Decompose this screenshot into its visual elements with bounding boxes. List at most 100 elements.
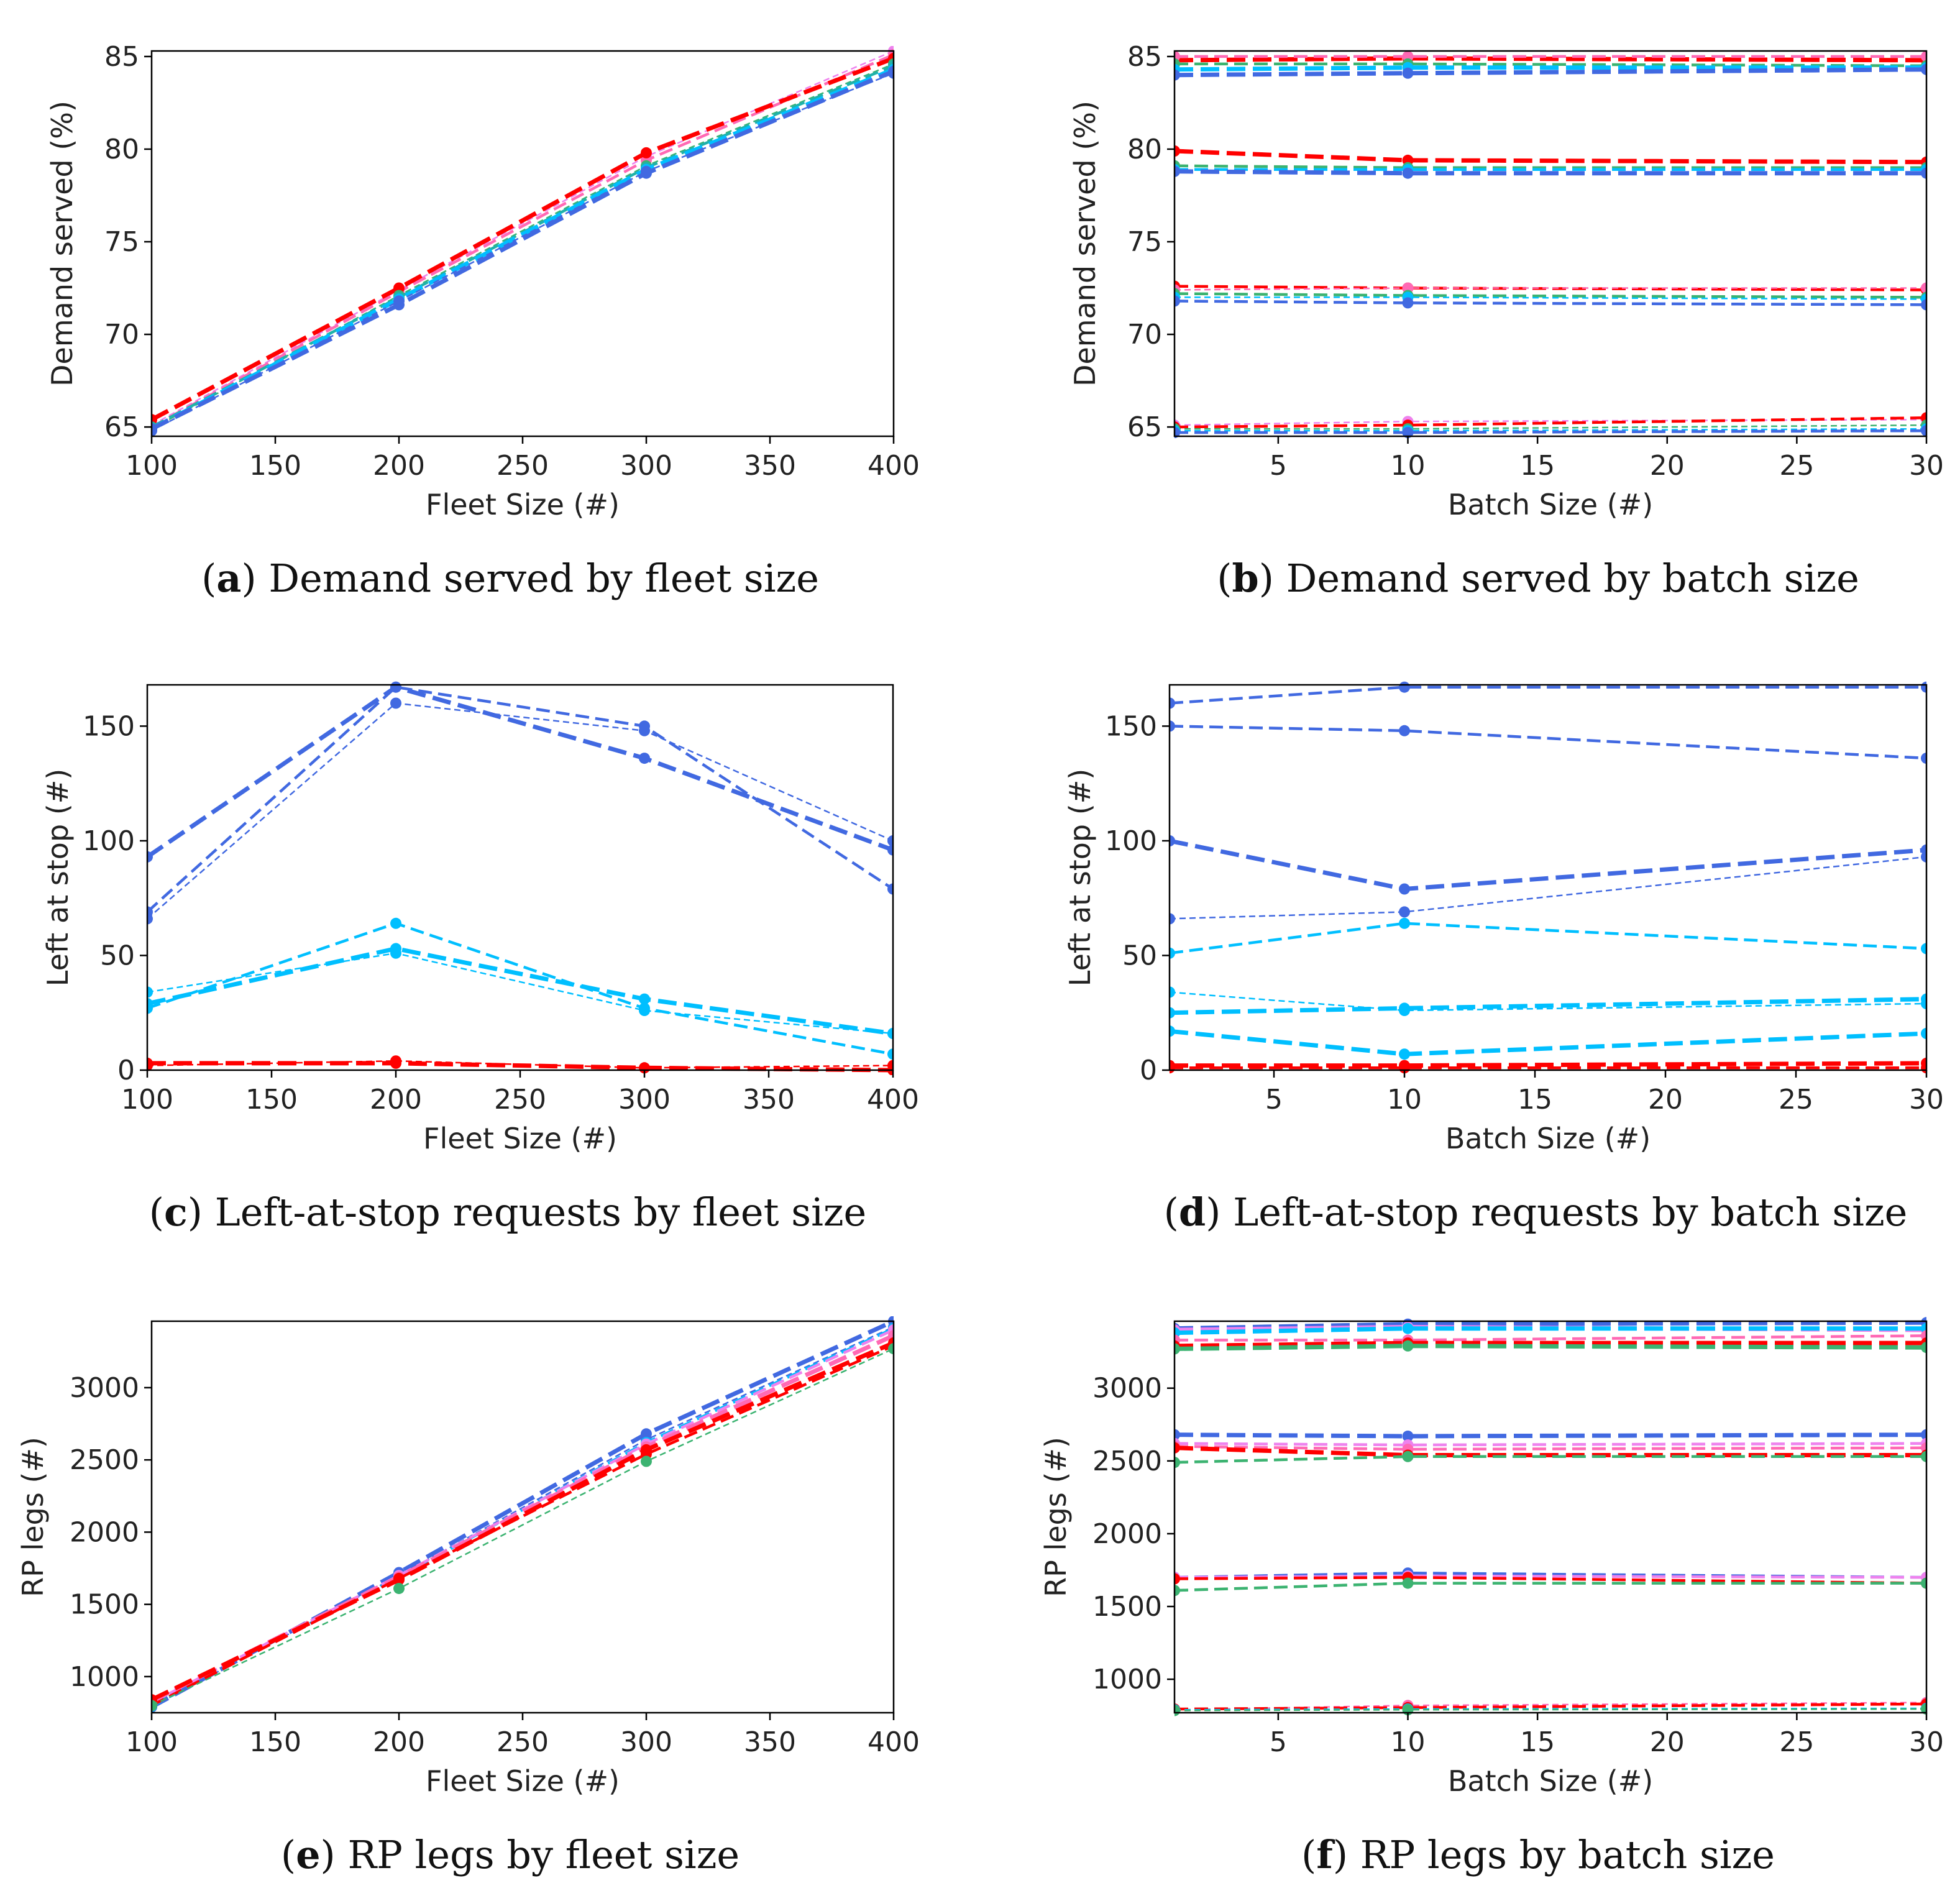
- series-line-b30-blue: [152, 69, 894, 431]
- y-tick-label: 75: [1127, 226, 1162, 258]
- caption-close-paren: ): [1206, 1189, 1233, 1235]
- caption-letter: f: [1316, 1832, 1335, 1877]
- data-point-sky-b10-1: [390, 917, 401, 929]
- y-tick-label: 150: [1105, 710, 1157, 742]
- data-point-green-b1-2: [641, 1455, 652, 1467]
- plot-area: [152, 1316, 894, 1713]
- caption-letter: e: [296, 1832, 320, 1877]
- panel-e: 100 150 200 250 300 350 400 1000 1500 2000 2500 300…: [16, 1316, 920, 1877]
- data-point-f100-blue-1: [1402, 427, 1414, 438]
- data-point-f300-blue-1: [1402, 167, 1414, 179]
- data-point-f200-sky-2: [1921, 943, 1926, 955]
- series-line-red-b30: [147, 1061, 893, 1073]
- y-tick-label: 2000: [70, 1516, 139, 1548]
- x-tick-label: 15: [1520, 1726, 1555, 1758]
- y-tick-label: 85: [1127, 41, 1162, 73]
- caption-text: Demand served by batch size: [1286, 556, 1859, 601]
- series-line-f400-red: [1175, 56, 1926, 63]
- data-point-f300-blue-0: [1175, 1429, 1180, 1441]
- data-point-b30-blue-2: [641, 167, 652, 179]
- data-point-f400-pink-2: [1921, 50, 1926, 62]
- y-axis-label: Left at stop (#): [41, 769, 75, 986]
- series-line-violet-b10: [152, 1328, 894, 1704]
- data-point-f300-sky-1: [1399, 1002, 1410, 1014]
- data-point-b30-blue-3: [888, 65, 894, 77]
- y-tick-label: 3000: [70, 1372, 139, 1404]
- series-line-f400-red: [1175, 1340, 1926, 1349]
- series-line-f300-red: [1175, 149, 1926, 165]
- x-tick-label: 10: [1387, 1084, 1422, 1116]
- panel-caption: (f) RP legs by batch size: [1301, 1832, 1775, 1877]
- data-point-f300-blue-1: [1399, 725, 1410, 736]
- series-line-f300-violet: [1175, 1442, 1926, 1447]
- data-point-f400-blue-0: [1170, 835, 1175, 846]
- caption-open-paren: (: [281, 1832, 296, 1877]
- panel-d: 5 10 15 20 25 30 0 50 100 150 Batch Size (#) Left a…: [1063, 681, 1944, 1235]
- x-tick-label: 150: [249, 450, 301, 482]
- x-tick-label: 100: [121, 1084, 173, 1116]
- x-tick-label: 200: [370, 1084, 422, 1116]
- caption-close-paren: ): [241, 556, 268, 601]
- series-line-b30-sky: [152, 67, 894, 431]
- series-line-f200-red: [1175, 1575, 1926, 1585]
- x-tick-label: 300: [618, 1084, 671, 1116]
- y-tick-label: 65: [104, 411, 139, 443]
- data-point-blue-b10-0: [147, 906, 153, 918]
- plot-area: [1170, 681, 1926, 1074]
- y-tick-label: 65: [1127, 411, 1162, 443]
- x-tick-label: 5: [1270, 1726, 1287, 1758]
- y-tick-label: 0: [117, 1055, 135, 1086]
- caption-close-paren: ): [1333, 1832, 1360, 1877]
- series-line-f300-green: [1175, 1455, 1926, 1464]
- x-tick-label: 20: [1650, 450, 1685, 482]
- data-point-f200-red-0: [1175, 1573, 1180, 1585]
- series-line-f100-red: [1175, 416, 1926, 429]
- series-line-blue-b10: [147, 685, 893, 914]
- x-tick-label: 30: [1909, 450, 1944, 482]
- series-line-green-b1: [152, 1348, 894, 1707]
- y-tick-label: 75: [104, 226, 139, 258]
- series-line-f400-pink: [1175, 1334, 1926, 1342]
- x-tick-label: 20: [1650, 1726, 1685, 1758]
- x-tick-label: 400: [867, 1084, 919, 1116]
- series-line-blue-b30: [147, 684, 893, 859]
- data-point-f300-blue-2: [1921, 1429, 1926, 1441]
- x-axis-label: Fleet Size (#): [426, 488, 620, 521]
- x-tick-label: 5: [1270, 450, 1287, 482]
- data-point-f400-green-1: [1402, 1340, 1414, 1352]
- x-axis-label: Batch Size (#): [1448, 488, 1653, 521]
- data-point-f400-blue-0: [1175, 69, 1180, 81]
- series-line-f200-violet: [1175, 1574, 1926, 1579]
- data-point-f400-sky-0: [1170, 1025, 1175, 1037]
- series-line-f400-sky: [1175, 1326, 1926, 1336]
- caption-letter: c: [164, 1189, 188, 1235]
- data-point-f200-sky-0: [1170, 947, 1175, 959]
- data-point-f100-green-2: [1921, 1703, 1926, 1715]
- plot-area: [1175, 1317, 1926, 1716]
- panel-caption: (e) RP legs by fleet size: [281, 1832, 740, 1877]
- plot-area: [1175, 50, 1926, 438]
- data-point-f200-blue-0: [1170, 697, 1175, 709]
- caption-open-paren: (: [201, 556, 216, 601]
- data-point-f300-green-0: [1175, 1457, 1180, 1468]
- data-point-f300-blue-2: [1921, 753, 1926, 764]
- data-point-red-b1-1: [393, 1572, 405, 1584]
- series-line-f400-green: [1175, 62, 1926, 68]
- panel-caption: (d) Left-at-stop requests by batch size: [1164, 1189, 1908, 1235]
- x-axis-label: Fleet Size (#): [423, 1122, 617, 1155]
- data-point-f300-blue-0: [1175, 165, 1180, 177]
- y-axis-label: RP legs (#): [1039, 1437, 1073, 1597]
- x-tick-label: 100: [126, 450, 178, 482]
- y-tick-label: 150: [83, 710, 135, 742]
- y-axis-label: Demand served (%): [1068, 101, 1102, 387]
- series-line-f400-blue: [1175, 1320, 1926, 1331]
- data-point-blue-b10-2: [639, 720, 650, 732]
- x-tick-label: 25: [1779, 1084, 1813, 1116]
- series-line-blue-b1: [147, 702, 893, 920]
- series-line-red-b30: [152, 1340, 894, 1702]
- data-point-f400-blue-1: [1402, 67, 1414, 79]
- data-point-f400-blue-2: [1921, 63, 1926, 75]
- x-tick-label: 250: [497, 450, 549, 482]
- data-point-blue-b10-3: [887, 883, 893, 895]
